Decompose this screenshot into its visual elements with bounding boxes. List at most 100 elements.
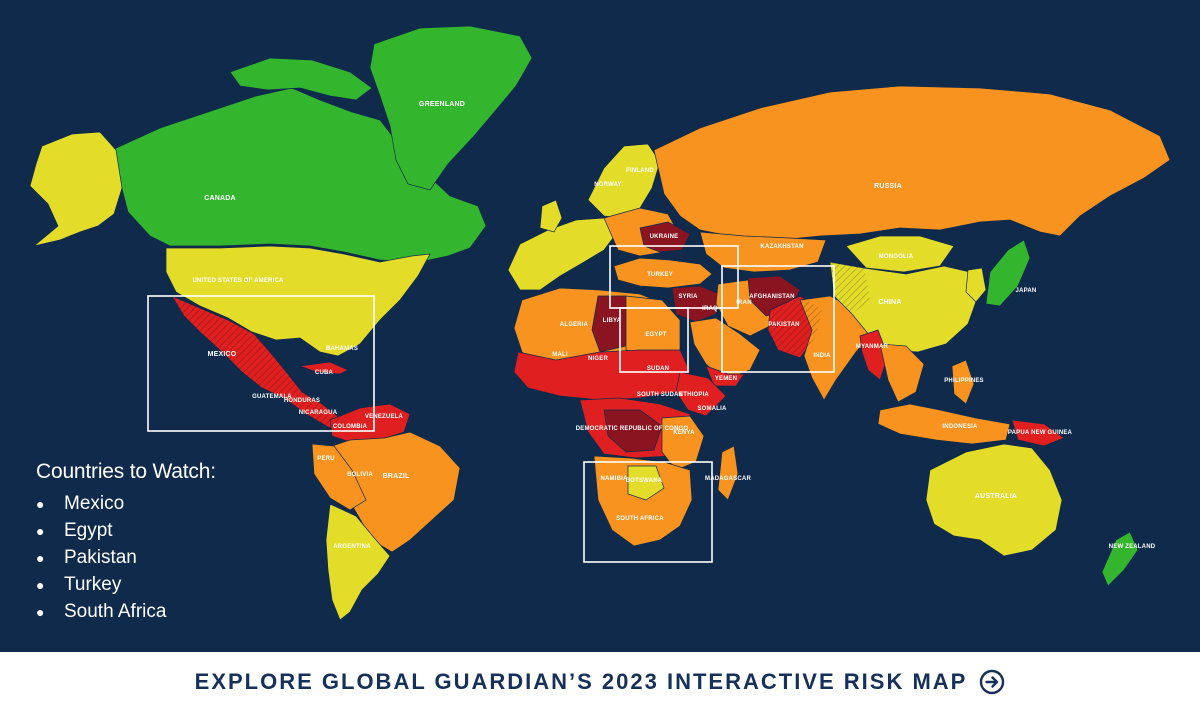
region-venezuela-colombia[interactable]	[329, 403, 411, 443]
label-australia: AUSTRALIA	[975, 493, 1017, 500]
label-iraq: IRAQ	[702, 306, 718, 312]
watch-item-label: Egypt	[64, 519, 113, 541]
hatch-mexico	[172, 296, 348, 430]
label-egypt: EGYPT	[645, 332, 666, 338]
region-scandinavia[interactable]	[587, 143, 661, 219]
region-argentina-chile[interactable]	[325, 503, 391, 621]
label-china: CHINA	[878, 299, 901, 306]
label-cuba: CUBA	[315, 370, 334, 376]
bullet-icon: ●	[36, 549, 45, 566]
label-new-zealand: NEW ZEALAND	[1109, 544, 1156, 550]
bullet-icon: ●	[36, 603, 45, 620]
arrow-right-circle-icon[interactable]	[979, 669, 1005, 695]
label-syria: SYRIA	[678, 294, 698, 300]
label-bahamas: BAHAMAS	[326, 346, 358, 352]
label-turkey: TURKEY	[647, 272, 673, 278]
region-drc[interactable]	[603, 409, 663, 453]
label-mongolia: MONGOLIA	[879, 254, 914, 260]
countries-to-watch-title: Countries to Watch:	[36, 460, 216, 483]
label-peru: PERU	[317, 456, 334, 462]
region-new-zealand[interactable]	[1101, 531, 1139, 587]
region-indochina[interactable]	[879, 343, 925, 403]
label-somalia: SOMALIA	[697, 406, 727, 412]
region-indonesia[interactable]	[877, 403, 1011, 445]
region-botswana[interactable]	[627, 465, 665, 501]
label-libya: LIBYA	[603, 318, 622, 324]
label-namibia: NAMIBIA	[600, 476, 628, 482]
label-russia: RUSSIA	[874, 183, 902, 190]
region-arabia[interactable]	[689, 317, 761, 381]
label-kenya: KENYA	[673, 430, 695, 436]
region-syria-iraq[interactable]	[671, 285, 721, 323]
label-pakistan: PAKISTAN	[768, 322, 799, 328]
region-png[interactable]	[1011, 419, 1065, 447]
label-sudan: SUDAN	[647, 366, 669, 372]
label-norway: NORWAY	[594, 182, 622, 188]
label-yemen: YEMEN	[715, 376, 737, 382]
label-ethiopia: ETHIOPIA	[679, 392, 709, 398]
label-niger: NIGER	[588, 356, 608, 362]
label-colombia: COLOMBIA	[333, 424, 368, 430]
watch-item-pakistan[interactable]: ● Pakistan	[36, 544, 216, 571]
region-turkey[interactable]	[613, 257, 713, 289]
label-myanmar: MYANMAR	[856, 344, 889, 350]
label-india: INDIA	[813, 353, 831, 359]
watch-item-label: Turkey	[64, 573, 122, 595]
region-madagascar[interactable]	[717, 445, 739, 501]
region-uk[interactable]	[539, 199, 563, 233]
region-myanmar[interactable]	[859, 329, 889, 381]
label-south-africa: SOUTH AFRICA	[616, 516, 664, 522]
region-cuba[interactable]	[299, 361, 349, 375]
watch-item-turkey[interactable]: ● Turkey	[36, 571, 216, 598]
countries-to-watch-panel: Countries to Watch: ● Mexico ● Egypt ● Paki…	[36, 460, 216, 625]
region-europe-west[interactable]	[507, 217, 617, 291]
region-alaska[interactable]	[29, 131, 123, 247]
watch-item-egypt[interactable]: ● Egypt	[36, 517, 216, 544]
watch-item-label: Mexico	[64, 492, 125, 514]
label-bolivia: BOLIVIA	[347, 472, 373, 478]
label-south-sudan: SOUTH SUDAN	[637, 392, 683, 398]
label-kazakhstan: KAZAKHSTAN	[760, 244, 803, 250]
bullet-icon: ●	[36, 522, 45, 539]
focus-box-egypt[interactable]	[619, 307, 689, 373]
region-egypt[interactable]	[625, 295, 681, 355]
label-usa: UNITED STATES OF AMERICA	[192, 278, 283, 284]
explore-map-cta-bar[interactable]: EXPLORE GLOBAL GUARDIAN’S 2023 INTERACTI…	[0, 652, 1200, 712]
label-mali: MALI	[552, 352, 568, 358]
focus-box-mexico[interactable]	[147, 295, 375, 432]
region-southern-africa[interactable]	[593, 455, 693, 547]
region-peru-bolivia[interactable]	[311, 443, 367, 511]
label-papua-new-guinea: PAPUA NEW GUINEA	[1008, 430, 1073, 436]
region-korea[interactable]	[965, 267, 987, 303]
label-drc: DEMOCRATIC REPUBLIC OF CONGO	[576, 426, 689, 432]
region-horn-africa[interactable]	[675, 371, 727, 417]
region-australia[interactable]	[925, 443, 1063, 557]
hatch-pakistan	[768, 296, 822, 358]
label-greenland: GREENLAND	[419, 101, 465, 108]
region-mongolia[interactable]	[845, 235, 955, 273]
watch-item-mexico[interactable]: ● Mexico	[36, 490, 216, 517]
label-honduras: HONDURAS	[284, 398, 320, 404]
label-argentina: ARGENTINA	[333, 544, 371, 550]
focus-box-south-africa[interactable]	[583, 461, 713, 563]
region-japan[interactable]	[985, 239, 1031, 307]
region-greenland[interactable]	[369, 25, 533, 191]
label-indonesia: INDONESIA	[942, 424, 978, 430]
region-arctic-islands[interactable]	[229, 57, 373, 101]
label-ukraine: UKRAINE	[650, 234, 679, 240]
region-usa[interactable]	[165, 245, 431, 357]
world-risk-map[interactable]: GREENLAND CANADA UNITED STATES OF AMERIC…	[0, 0, 1200, 652]
region-russia[interactable]	[653, 85, 1171, 241]
bullet-icon: ●	[36, 576, 45, 593]
label-japan: JAPAN	[1016, 288, 1037, 294]
region-philippines[interactable]	[951, 359, 975, 405]
label-canada: CANADA	[204, 195, 236, 202]
explore-map-link[interactable]: EXPLORE GLOBAL GUARDIAN’S 2023 INTERACTI…	[194, 669, 968, 694]
label-finland: FINLAND	[626, 168, 654, 174]
watch-item-south-africa[interactable]: ● South Africa	[36, 598, 216, 625]
countries-to-watch-list: ● Mexico ● Egypt ● Pakistan ● Turkey ● South …	[36, 490, 216, 625]
label-madagascar: MADAGASCAR	[705, 476, 751, 482]
region-libya[interactable]	[591, 295, 627, 353]
focus-box-pakistan[interactable]	[721, 265, 835, 373]
